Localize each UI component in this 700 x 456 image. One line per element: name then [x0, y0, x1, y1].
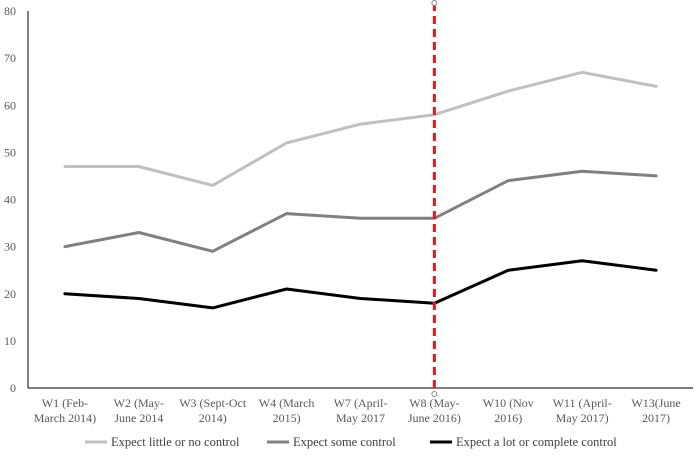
- y-tick-label: 0: [10, 381, 16, 395]
- legend-label-1: Expect little or no control: [111, 435, 240, 449]
- x-tick-label-line: W7 (April-: [334, 396, 388, 410]
- series-layer: [63, 70, 658, 310]
- x-tick-label-line: W11 (April-: [553, 396, 612, 410]
- x-tick-label: W1 (Feb-March 2014): [34, 396, 96, 425]
- x-tick-label-line: 2014): [199, 411, 227, 425]
- x-tick-label-line: June 2014: [114, 411, 163, 425]
- x-tick-label: W13(June 2017): [631, 396, 680, 425]
- series-line-1: [63, 70, 658, 187]
- x-tick-label-line: June 2016): [408, 411, 461, 425]
- x-tick-label-line: 2017): [642, 411, 670, 425]
- legend-label-3: Expect a lot or complete control: [456, 435, 617, 449]
- y-tick-label: 80: [4, 4, 16, 18]
- x-tick-label-line: W13(June: [631, 396, 680, 410]
- x-tick-label: W10 (Nov 2016): [483, 396, 534, 425]
- x-tick-label-line: 2015): [273, 411, 301, 425]
- legend: Expect little or no control Expect some c…: [85, 435, 617, 449]
- x-tick-label-line: W8 (May-: [409, 396, 459, 410]
- x-tick-label: W2 (May-June 2014: [114, 396, 164, 425]
- series-line-3: [63, 259, 658, 310]
- x-tick-label: W3 (Sept-Oct 2014): [179, 396, 247, 425]
- legend-label-2: Expect some control: [293, 435, 396, 449]
- x-tick-label-line: W3 (Sept-Oct: [179, 396, 247, 410]
- marker-endpoint-top: [431, 0, 438, 6]
- y-tick-label: 30: [4, 240, 16, 254]
- x-tick-label: W11 (April-May 2017): [553, 396, 612, 425]
- y-tick-label: 70: [4, 51, 16, 65]
- series-line-2: [63, 169, 658, 253]
- x-tick-label-line: W4 (March: [259, 396, 315, 410]
- x-tick-label: W4 (March 2015): [259, 396, 315, 425]
- y-tick-label: 10: [4, 334, 16, 348]
- y-tick-label: 50: [4, 145, 16, 159]
- x-tick-label-line: March 2014): [34, 411, 96, 425]
- y-axis: 0 10 20 30 40 50 60 70 80: [4, 4, 29, 395]
- x-axis: W1 (Feb-March 2014) W2 (May-June 2014 W3 (…: [28, 387, 693, 425]
- x-tick-label-line: W1 (Feb-: [42, 396, 88, 410]
- x-tick-label: W8 (May-June 2016): [408, 396, 461, 425]
- x-tick-label: W7 (April-May 2017: [334, 396, 388, 425]
- y-tick-label: 60: [4, 98, 16, 112]
- x-tick-label-line: May 2017): [556, 411, 609, 425]
- x-tick-label-line: W2 (May-: [114, 396, 164, 410]
- x-tick-label-line: 2016): [494, 411, 522, 425]
- y-tick-label: 40: [4, 193, 16, 207]
- annotation-layer: [431, 0, 438, 397]
- x-tick-label-line: May 2017: [336, 411, 385, 425]
- x-tick-label-line: W10 (Nov: [483, 396, 534, 410]
- marker-endpoint-bottom: [431, 391, 438, 397]
- y-tick-label: 20: [4, 287, 16, 301]
